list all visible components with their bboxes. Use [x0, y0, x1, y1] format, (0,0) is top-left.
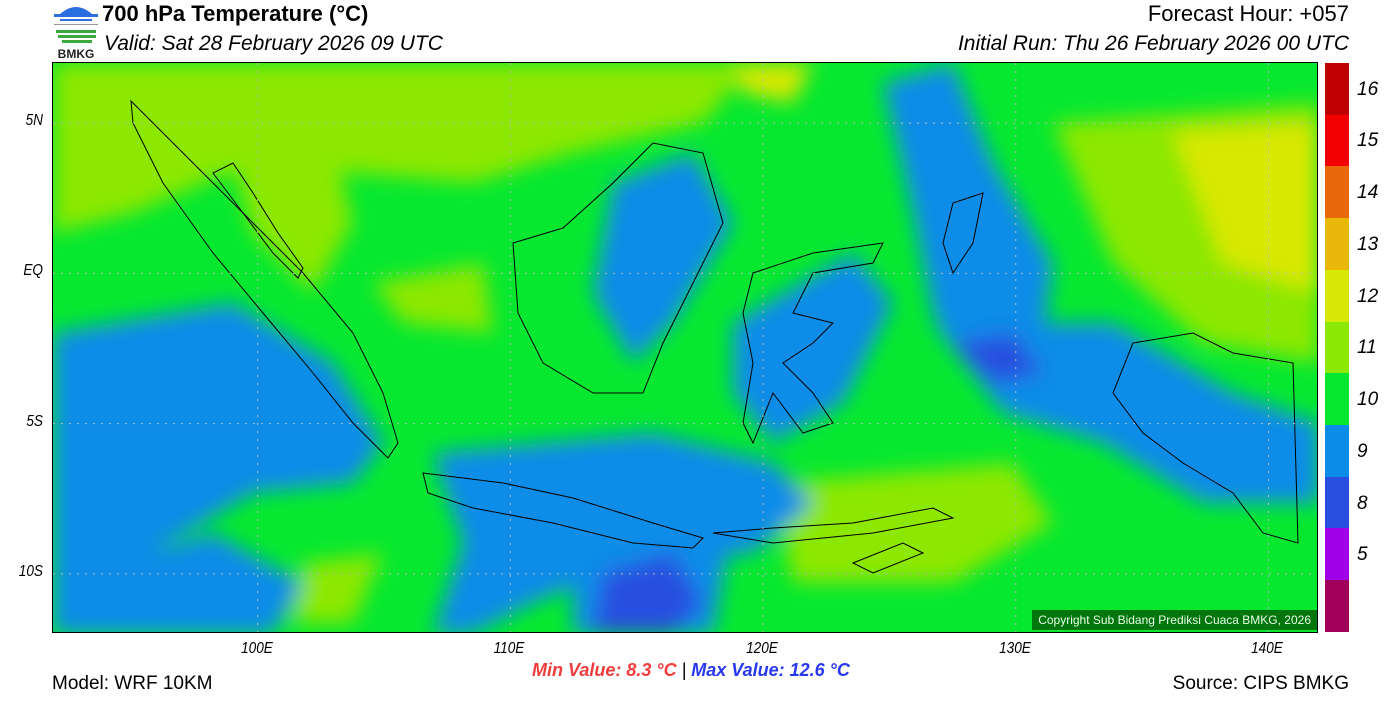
sumatra-outline: [130, 99, 399, 459]
colorbar-label: 11: [1357, 337, 1377, 359]
logo-text: BMKG: [57, 47, 95, 61]
model-label: Model: WRF 10KM: [52, 673, 213, 694]
colorbar-segment: [1325, 425, 1349, 477]
lat-tick-label: EQ: [23, 262, 43, 280]
lon-tick-label: 110E: [493, 640, 525, 657]
colorbar-segment: [1325, 321, 1349, 374]
halmahera-outline: [942, 192, 984, 275]
lat-tick-label: 5N: [25, 112, 43, 130]
timor-outline: [851, 542, 925, 574]
min-max-values: Min Value: 8.3 °C | Max Value: 12.6 °C: [532, 660, 850, 681]
colorbar-label: 13: [1357, 233, 1379, 255]
coastlines: [130, 99, 1299, 574]
colorbar-segment: [1325, 166, 1349, 219]
colorbar-segment: [1325, 114, 1349, 167]
colorbar-segment: [1325, 63, 1349, 115]
colorbar-label: 9: [1357, 440, 1368, 462]
nusa-tenggara-outline: [712, 507, 955, 544]
borneo-outline: [512, 142, 724, 394]
colorbar: [1325, 63, 1349, 632]
colorbar-segment: [1325, 373, 1349, 426]
colorbar-label: 14: [1357, 182, 1379, 204]
colorbar-segment: [1325, 476, 1349, 529]
copyright-notice: Copyright Sub Bidang Prediksi Cuaca BMKG…: [1032, 610, 1317, 630]
papua-outline: [1112, 332, 1299, 544]
temperature-map: [52, 62, 1318, 633]
separator: |: [681, 660, 687, 680]
colorbar-segment: [1325, 528, 1349, 581]
valid-time: Valid: Sat 28 February 2026 09 UTC: [104, 32, 443, 55]
colorbar-label: 10: [1357, 389, 1379, 411]
initial-run: Initial Run: Thu 26 February 2026 00 UTC: [957, 32, 1349, 55]
graticule: [53, 63, 1317, 632]
lat-tick-label: 10S: [18, 562, 43, 580]
lat-tick-label: 5S: [26, 412, 43, 430]
colorbar-segment: [1325, 580, 1349, 632]
map-title: 700 hPa Temperature (°C): [102, 1, 369, 26]
lon-tick-label: 120E: [746, 640, 778, 657]
colorbar-segment: [1325, 218, 1349, 270]
colorbar-label: 8: [1357, 492, 1368, 514]
colorbar-segment: [1325, 269, 1349, 322]
lon-tick-label: 140E: [1251, 640, 1284, 657]
map-canvas: [53, 63, 1317, 632]
colorbar-label: 16: [1357, 78, 1379, 100]
colorbar-label: 12: [1357, 285, 1379, 307]
source-label: Source: CIPS BMKG: [1172, 673, 1349, 694]
sulawesi-outline: [742, 242, 884, 445]
bmkg-logo: BMKG: [52, 2, 100, 62]
temperature-field: [53, 63, 1317, 632]
malay-peninsula-outline: [212, 162, 304, 279]
max-value: Max Value: 12.6 °C: [691, 660, 850, 680]
java-outline: [422, 472, 704, 549]
lon-tick-label: 100E: [240, 640, 273, 657]
lon-tick-label: 130E: [998, 640, 1031, 657]
colorbar-label: 5: [1357, 544, 1368, 566]
colorbar-label: 15: [1357, 130, 1379, 152]
min-value: Min Value: 8.3 °C: [532, 660, 677, 680]
forecast-hour: Forecast Hour: +057: [1147, 1, 1349, 26]
